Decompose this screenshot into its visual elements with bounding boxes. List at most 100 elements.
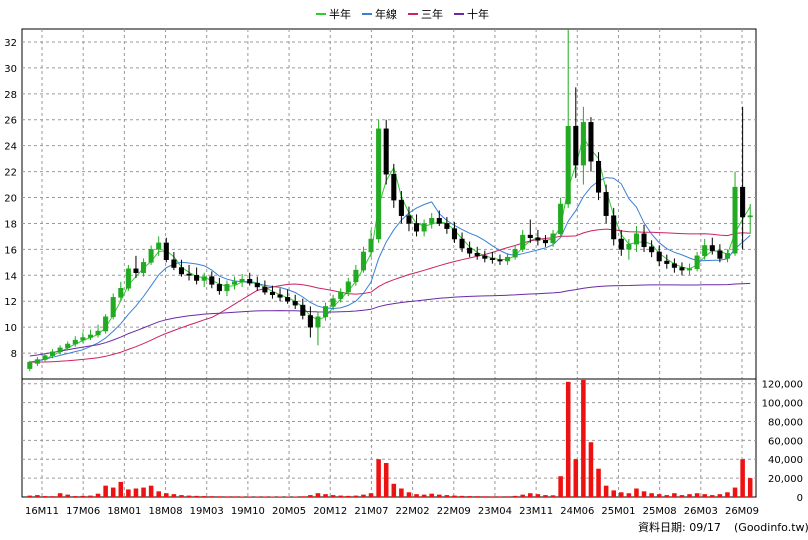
- volume-bar: [437, 494, 442, 497]
- candle-body: [254, 282, 260, 288]
- candle-body: [421, 223, 427, 232]
- volume-bar: [232, 496, 237, 497]
- candle-body: [687, 268, 693, 271]
- candle-body: [345, 281, 351, 293]
- candle-body: [535, 237, 541, 241]
- volume-bar: [118, 481, 124, 497]
- legend-label: 三年: [421, 7, 443, 21]
- candle-body: [72, 339, 78, 345]
- volume-bar: [740, 459, 745, 497]
- volume-axis: 0 20,000 40,000 60,000 80,000 100,000 120,000: [762, 380, 803, 504]
- candle-body: [671, 263, 677, 268]
- candle-body: [398, 199, 404, 216]
- x-tick-label: 23M04: [478, 506, 512, 517]
- volume-bar: [292, 496, 298, 498]
- candle-body: [34, 359, 40, 364]
- candle-body: [512, 249, 518, 258]
- volume-bar: [656, 494, 662, 497]
- x-tick-label: 22M02: [396, 506, 430, 517]
- volume-bar: [201, 496, 207, 497]
- x-tick-label: 19M10: [231, 506, 265, 517]
- x-tick-label: 25M01: [601, 506, 635, 517]
- candle-body: [550, 233, 556, 244]
- data-date-label: 資料日期: 09/17: [638, 520, 721, 534]
- candle-body: [664, 260, 670, 264]
- volume-bar: [255, 496, 260, 497]
- candle-body: [391, 173, 397, 201]
- candle-body: [580, 122, 586, 166]
- price-grid: [22, 29, 756, 379]
- candle-body: [171, 259, 177, 268]
- candle-body: [542, 240, 548, 244]
- x-tick-label: 17M06: [66, 506, 100, 517]
- volume-bar: [171, 494, 177, 497]
- candle-body: [565, 125, 571, 205]
- candle-body: [474, 253, 480, 257]
- candle-body: [368, 238, 374, 253]
- volume-bar: [588, 442, 594, 497]
- volume-tick-label: 20,000: [768, 474, 803, 485]
- candle-body: [414, 223, 420, 232]
- volume-bar: [361, 494, 366, 497]
- volume-bar: [239, 496, 245, 497]
- candle-body: [588, 122, 594, 162]
- candle-body: [125, 268, 131, 289]
- volume-bar: [725, 492, 730, 497]
- candle-body: [694, 255, 700, 270]
- volume-bar: [262, 496, 268, 497]
- volume-bar: [672, 493, 677, 497]
- volume-panel-frame: [21, 378, 757, 498]
- candle-body: [95, 330, 101, 336]
- volume-bar: [148, 485, 154, 497]
- candle-body: [709, 245, 715, 251]
- volume-bar: [156, 491, 161, 497]
- x-tick-label: 25M08: [643, 506, 677, 517]
- volume-bar: [573, 459, 579, 497]
- volume-bar: [565, 381, 571, 497]
- volume-bar: [141, 487, 146, 497]
- volume-bar: [702, 494, 707, 497]
- price-tick-label: 12: [4, 297, 17, 308]
- volume-bar: [550, 495, 556, 497]
- volume-bar: [270, 496, 275, 498]
- volume-bar: [482, 496, 488, 497]
- candle-body: [277, 294, 283, 298]
- volume-bar: [406, 492, 412, 497]
- volume-bar: [520, 494, 525, 497]
- volume-bar: [490, 496, 495, 497]
- volume-bar: [88, 495, 93, 497]
- candle-body: [406, 215, 412, 224]
- volume-bar: [353, 495, 359, 497]
- volume-bar: [315, 493, 321, 497]
- candle-body: [360, 251, 366, 271]
- candle-body: [444, 223, 450, 229]
- volume-bar: [649, 493, 654, 497]
- volume-tick-label: 80,000: [768, 417, 803, 428]
- candle-body: [429, 218, 435, 224]
- legend-label: 半年: [329, 7, 351, 21]
- ma-line-1: [29, 136, 751, 363]
- candle-body: [330, 298, 336, 307]
- ma-line-3: [29, 228, 751, 363]
- x-tick-label: 18M01: [107, 506, 141, 517]
- volume-bar: [209, 496, 215, 497]
- x-tick-label: 20M05: [272, 506, 306, 517]
- volume-bar: [626, 493, 632, 497]
- volume-bars: [27, 379, 753, 498]
- candle-body: [141, 262, 147, 273]
- volume-tick-label: 60,000: [768, 436, 803, 447]
- volume-bar: [368, 493, 374, 497]
- candle-body: [315, 316, 321, 328]
- candle-body: [50, 351, 56, 356]
- volume-bar: [603, 485, 609, 497]
- volume-bar: [277, 496, 283, 498]
- candle-body: [87, 334, 93, 338]
- candle-body: [436, 218, 442, 224]
- x-tick-label: 24M06: [560, 506, 594, 517]
- candle-body: [732, 186, 738, 254]
- volume-bar: [95, 493, 101, 497]
- volume-bar: [543, 495, 548, 497]
- candle-body: [618, 238, 624, 250]
- volume-bar: [558, 476, 563, 497]
- volume-bar: [179, 495, 184, 497]
